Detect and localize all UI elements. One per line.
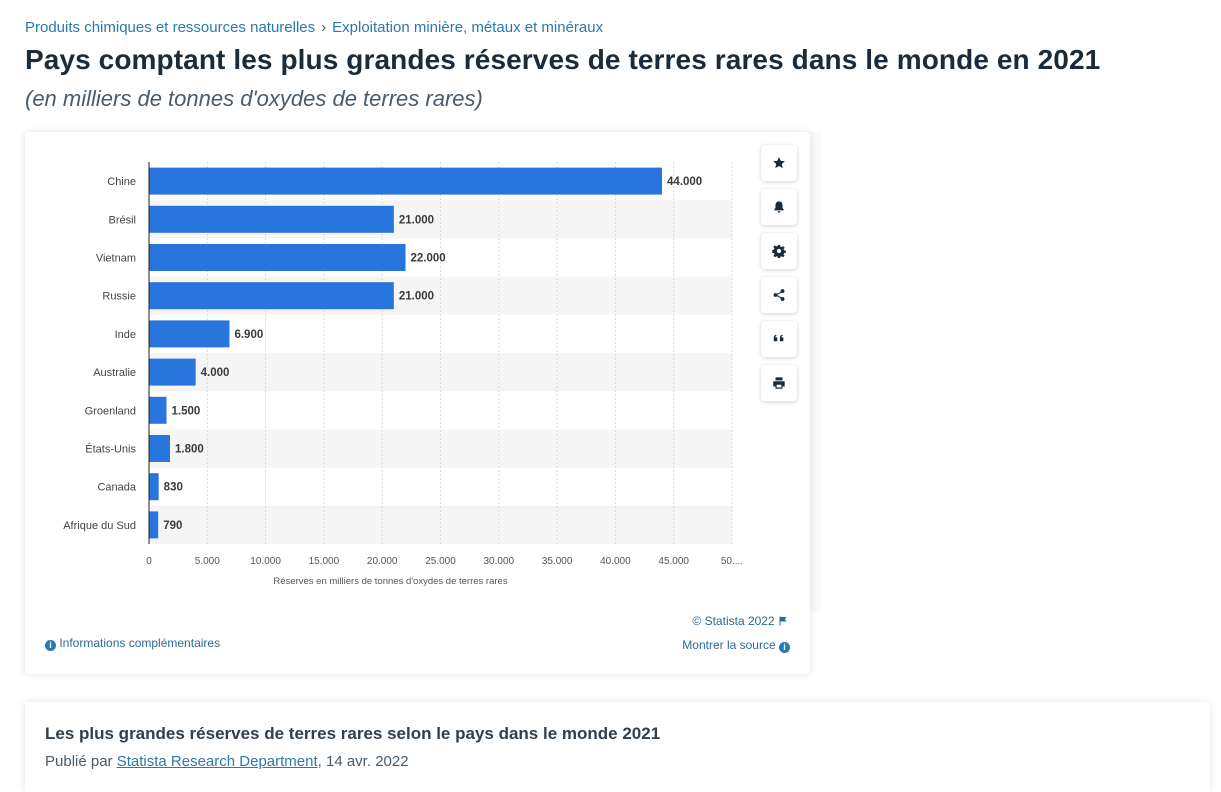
category-label: Groenland (85, 405, 136, 417)
bar-value-label: 44.000 (667, 176, 702, 188)
settings-button[interactable] (761, 233, 797, 269)
star-icon (773, 157, 785, 169)
more-info-label: Informations complémentaires (59, 636, 221, 650)
description-panel: Les plus grandes réserves de terres rare… (25, 702, 1210, 792)
quote-icon (773, 334, 784, 342)
category-label: Afrique du Sud (63, 520, 136, 532)
bar (149, 435, 170, 462)
published-prefix: Publié par (45, 753, 113, 770)
bar-value-label: 6.900 (234, 329, 263, 341)
flag-icon (779, 616, 787, 626)
favorite-button[interactable] (761, 145, 797, 181)
x-tick-label: 10.000 (250, 556, 281, 567)
bar (149, 205, 394, 233)
bar (149, 167, 663, 195)
category-label: Russie (102, 291, 136, 303)
x-tick-label: 15.000 (309, 556, 340, 567)
panel-heading: Les plus grandes réserves de terres rare… (45, 724, 661, 743)
bar (149, 320, 230, 348)
breadcrumb-link-chemicals[interactable]: Produits chimiques et ressources naturel… (25, 19, 316, 36)
share-button[interactable] (761, 277, 797, 313)
info-icon: i (45, 640, 56, 651)
bar (149, 473, 159, 501)
byline: Publié par Statista Research Department,… (45, 753, 409, 770)
bar-value-label: 21.000 (399, 291, 434, 303)
bar-value-label: 1.800 (175, 444, 204, 456)
share-icon (773, 289, 785, 301)
x-tick-label: 35.000 (542, 556, 573, 567)
category-label: Inde (115, 329, 136, 341)
row-stripe (149, 505, 732, 544)
bar-value-label: 830 (164, 482, 183, 494)
x-tick-label: 45.000 (658, 556, 689, 567)
print-icon (773, 377, 785, 389)
bar-value-label: 1.500 (171, 405, 200, 417)
x-tick-label: 40.000 (600, 556, 631, 567)
breadcrumb: Produits chimiques et ressources naturel… (25, 19, 603, 36)
gear-icon (772, 244, 786, 258)
bar (149, 511, 159, 539)
cite-button[interactable] (761, 321, 797, 357)
x-tick-label: 30.000 (484, 556, 515, 567)
bar (149, 358, 196, 386)
category-label: Canada (97, 482, 136, 494)
category-label: États-Unis (85, 443, 136, 456)
show-source-label: Montrer la source (682, 638, 776, 652)
card-backdrop (806, 132, 822, 612)
breadcrumb-separator: › (321, 19, 327, 36)
bar (149, 282, 394, 310)
bar-chart: 44.000 Chine 21.000 Brésil 22.000 Vietnam 21.0… (63, 162, 743, 587)
x-tick-label: 25.000 (425, 556, 456, 567)
category-label: Australie (93, 367, 136, 379)
more-info-link[interactable]: i Informations complémentaires (45, 636, 220, 651)
breadcrumb-link-mining[interactable]: Exploitation minière, métaux et minéraux (332, 19, 604, 36)
author-link[interactable]: Statista Research Department (116, 753, 318, 770)
print-button[interactable] (761, 365, 797, 401)
statista-credit[interactable]: © Statista 2022 (692, 614, 788, 628)
bar (149, 244, 406, 271)
info-icon: i (779, 642, 790, 653)
x-tick-label: 20.000 (367, 556, 398, 567)
bell-icon (774, 201, 784, 213)
publish-date: , 14 avr. 2022 (317, 753, 409, 770)
notification-button[interactable] (761, 189, 797, 225)
bar-value-label: 790 (163, 520, 182, 532)
category-label: Brésil (108, 214, 136, 226)
chart-toolbar (761, 145, 797, 409)
page-subtitle: (en milliers de tonnes d'oxydes de terre… (25, 86, 483, 111)
page-title: Pays comptant les plus grandes réserves … (25, 44, 1101, 75)
bar-value-label: 22.000 (411, 253, 446, 265)
x-axis-title: Réserves en milliers de tonnes d'oxydes … (273, 576, 507, 587)
category-label: Vietnam (96, 253, 136, 265)
x-tick-label: 50.... (721, 556, 743, 567)
bar-value-label: 21.000 (399, 214, 434, 226)
bar-value-label: 4.000 (201, 367, 230, 379)
x-tick-label: 0 (146, 556, 152, 567)
x-tick-label: 5.000 (195, 556, 220, 567)
category-label: Chine (107, 176, 136, 188)
chart-card: 44.000 Chine 21.000 Brésil 22.000 Vietnam 21.0… (25, 132, 810, 674)
show-source-link[interactable]: Montrer la source i (682, 638, 790, 653)
bar (149, 396, 167, 424)
credit-text: © Statista 2022 (692, 614, 775, 628)
